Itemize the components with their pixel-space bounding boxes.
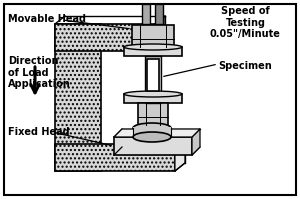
Bar bbox=[55, 24, 155, 51]
Bar bbox=[142, 4, 150, 24]
Bar bbox=[124, 47, 182, 56]
Bar bbox=[124, 94, 182, 103]
Bar bbox=[55, 24, 101, 171]
Bar bbox=[55, 144, 175, 171]
Bar bbox=[147, 59, 159, 91]
Ellipse shape bbox=[133, 123, 171, 133]
Ellipse shape bbox=[124, 44, 182, 50]
Bar bbox=[133, 127, 171, 137]
Bar bbox=[155, 4, 163, 24]
Bar bbox=[142, 24, 150, 51]
Text: Movable Head: Movable Head bbox=[8, 14, 86, 24]
Text: Specimen: Specimen bbox=[218, 61, 272, 71]
Bar bbox=[114, 137, 192, 155]
Bar bbox=[145, 56, 161, 94]
Bar bbox=[138, 103, 168, 125]
Bar bbox=[132, 25, 174, 47]
Ellipse shape bbox=[124, 91, 182, 97]
Text: Speed of
Testing
0.05"/Minute: Speed of Testing 0.05"/Minute bbox=[210, 6, 281, 39]
Polygon shape bbox=[155, 16, 165, 51]
Text: Direction
of Load
Application: Direction of Load Application bbox=[8, 56, 71, 89]
Text: Fixed Head: Fixed Head bbox=[8, 127, 70, 137]
Polygon shape bbox=[175, 136, 185, 171]
Bar bbox=[155, 24, 163, 51]
Ellipse shape bbox=[133, 132, 171, 142]
Polygon shape bbox=[192, 129, 200, 155]
Polygon shape bbox=[114, 129, 200, 137]
